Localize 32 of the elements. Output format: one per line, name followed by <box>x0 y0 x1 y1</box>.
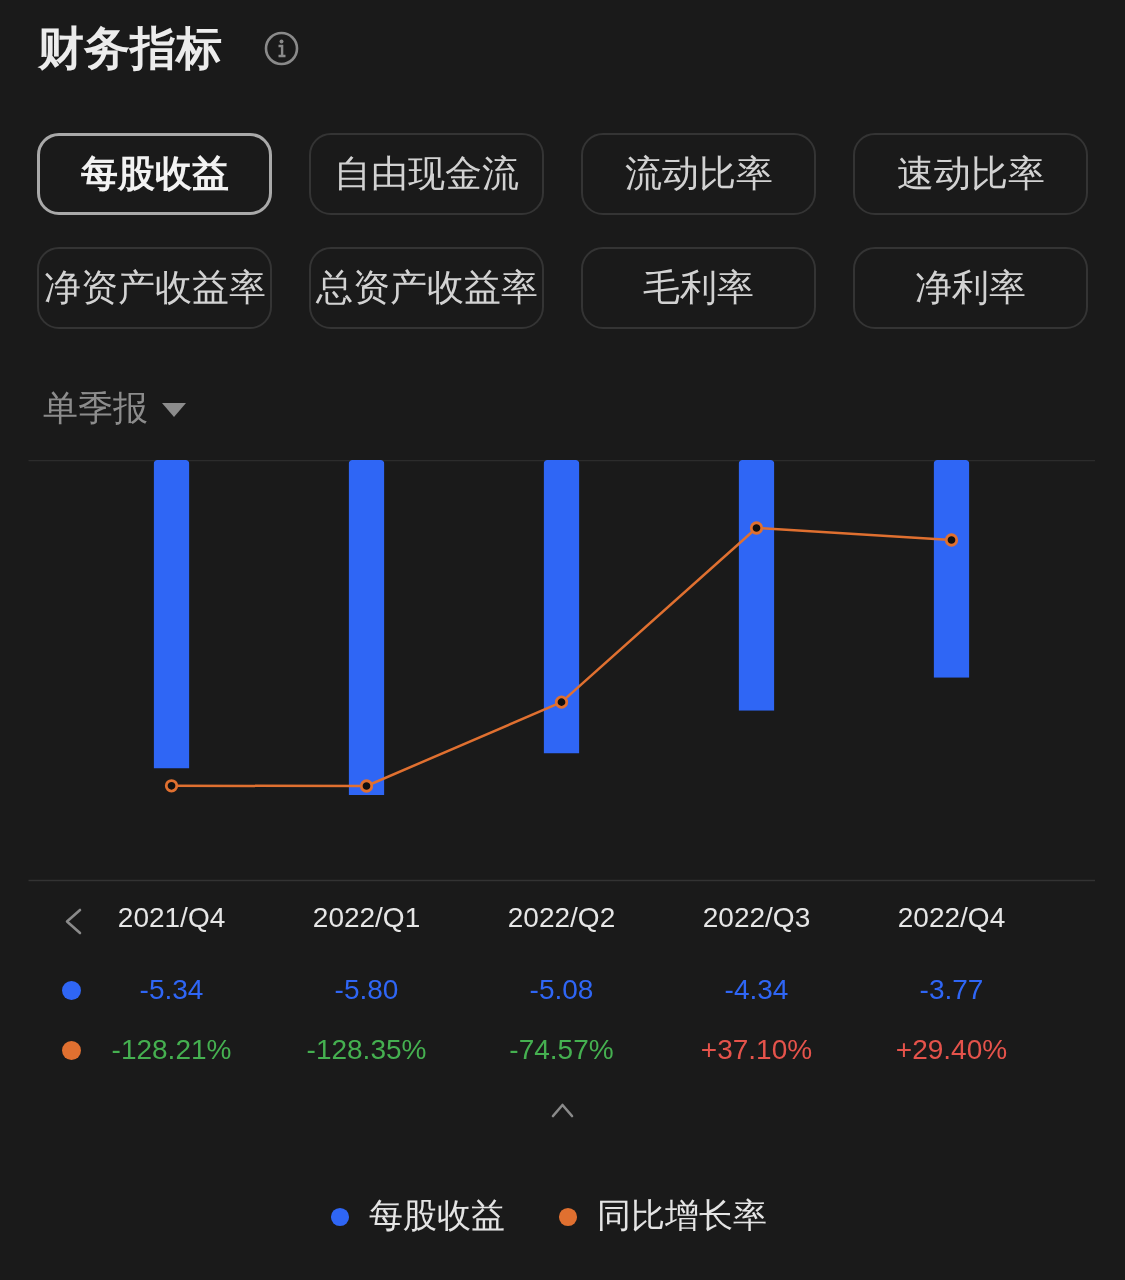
point <box>164 779 179 793</box>
tab-button[interactable]: 自由现金流 <box>309 133 544 215</box>
data-label: +29.40% <box>895 1034 1008 1065</box>
data-label: -5.08 <box>529 974 594 1005</box>
data-label: -4.34 <box>724 974 789 1005</box>
tab-button[interactable]: 净资产收益率 <box>37 247 272 329</box>
x-tick-label: 2022/Q1 <box>312 901 421 933</box>
legend-label: 每股收益 <box>369 1196 505 1234</box>
x-tick-label: 2021/Q4 <box>117 901 226 933</box>
text: 单季报 <box>43 387 148 429</box>
tab-button[interactable]: 流动比率 <box>581 133 816 215</box>
tab-button[interactable]: 总资产收益率 <box>309 247 544 329</box>
data-label: -128.35% <box>306 1034 427 1065</box>
tab-button[interactable]: 毛利率 <box>581 247 816 329</box>
x-tick-label: 2022/Q2 <box>507 901 616 933</box>
data-label: +37.10% <box>700 1034 813 1065</box>
point <box>749 521 764 535</box>
point <box>554 695 569 709</box>
data-label: -3.77 <box>919 974 984 1005</box>
point <box>359 779 374 793</box>
data-label: -5.34 <box>139 974 204 1005</box>
data-label: -128.21% <box>111 1034 232 1065</box>
data-label: -74.57% <box>509 1034 614 1065</box>
x-tick-label: 2022/Q3 <box>702 901 811 933</box>
tab-button[interactable]: 净利率 <box>853 247 1088 329</box>
data-label: -5.80 <box>334 974 399 1005</box>
tab-button[interactable]: 每股收益 <box>37 133 272 215</box>
legend-label: 同比增长率 <box>597 1196 767 1234</box>
x-tick-label: 2022/Q4 <box>897 901 1006 933</box>
tab-button[interactable]: 速动比率 <box>853 133 1088 215</box>
chart-title: 财务指标 <box>38 21 222 76</box>
point <box>944 533 959 547</box>
